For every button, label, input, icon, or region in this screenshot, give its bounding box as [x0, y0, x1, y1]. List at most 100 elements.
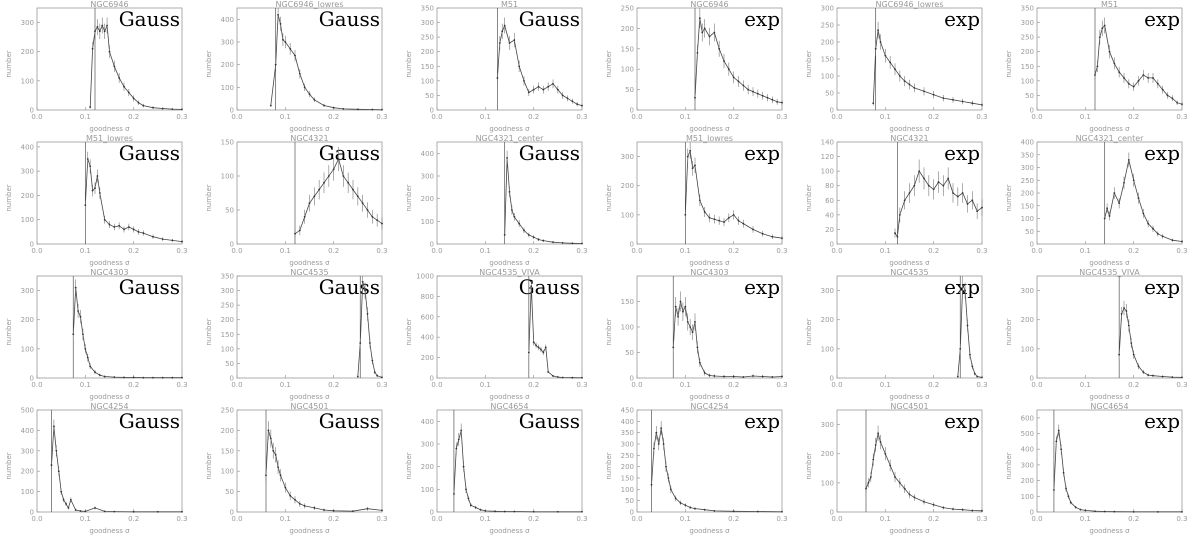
data-point	[1118, 202, 1121, 205]
x-tick-label: 0.2	[528, 381, 539, 389]
x-tick-label: 0.2	[128, 113, 139, 121]
y-tick-label: 300	[21, 447, 34, 455]
data-point	[913, 87, 916, 89]
data-point	[94, 187, 96, 190]
chart-panel: NGC4501 number goodness σ exp 0 100 200 300 0.0 0…	[800, 402, 1000, 536]
data-point	[544, 346, 547, 349]
data-point	[689, 506, 692, 509]
x-tick-label: 0.0	[831, 247, 842, 255]
y-tick-label: 50	[625, 497, 634, 505]
data-point	[713, 218, 716, 221]
data-point	[72, 333, 75, 336]
data-point	[1181, 376, 1183, 379]
fit-type-label: exp	[744, 409, 780, 433]
data-point	[561, 241, 564, 244]
y-tick-label: 0	[630, 107, 634, 115]
x-tick-label: 0.3	[376, 515, 387, 523]
data-point	[57, 470, 60, 473]
data-point	[1127, 324, 1130, 327]
y-tick-label: 300	[421, 19, 434, 27]
chart-panel: NGC4501 number goodness σ Gauss 0 50 100 150 200…	[200, 402, 400, 536]
plot-frame	[236, 409, 383, 513]
chart-panel: M51_lowres number goodness σ Gauss 0 100 200 30…	[0, 134, 200, 268]
y-tick-label: 20	[825, 226, 834, 234]
panel-title: M51	[1100, 0, 1119, 9]
data-point	[1171, 376, 1174, 379]
data-point	[552, 375, 554, 377]
data-point	[971, 102, 974, 105]
y-tick-label: 200	[1021, 190, 1034, 198]
y-tick-label: 100	[221, 84, 234, 92]
data-point	[132, 228, 135, 231]
x-tick-label: 0.2	[1128, 515, 1139, 523]
data-point	[1094, 510, 1096, 513]
data-point	[718, 47, 721, 50]
data-point	[889, 464, 892, 467]
data-point	[781, 510, 783, 513]
x-tick-label: 0.3	[976, 381, 987, 389]
x-tick-label: 0.3	[776, 381, 787, 389]
data-point	[91, 189, 94, 192]
y-tick-label: 100	[221, 173, 234, 181]
y-tick-label: 100	[1021, 77, 1034, 85]
data-point	[879, 41, 882, 43]
x-tick-label: 0.0	[231, 515, 242, 523]
series-line	[651, 428, 783, 513]
series-line	[270, 14, 383, 111]
x-axis-label: goodness σ	[689, 259, 730, 267]
plot-frame	[636, 7, 783, 111]
chart-panel: NGC6946 number goodness σ exp 0 50 100 150 200 25…	[600, 0, 800, 134]
y-tick-label: 50	[625, 86, 634, 94]
data-point	[703, 508, 706, 511]
y-tick-label: 80	[825, 182, 834, 190]
data-point	[77, 310, 79, 312]
x-tick-label: 0.3	[176, 113, 187, 121]
data-point	[123, 85, 125, 88]
y-tick-label: 100	[821, 345, 834, 353]
x-tick-label: 0.1	[680, 381, 691, 389]
x-tick-label: 0.0	[431, 247, 442, 255]
data-point	[581, 242, 583, 245]
data-point	[55, 449, 58, 452]
data-point	[1094, 74, 1096, 76]
data-point	[462, 465, 465, 468]
series-line	[504, 157, 583, 244]
plot-svg: 0 50 100 150 0.0 0.1 0.2 0.3	[221, 139, 388, 256]
x-tick-label: 0.1	[280, 113, 291, 121]
plot-svg: 0 100 200 300 400 0.0 0.1 0.2 0.3	[21, 141, 188, 255]
x-tick-label: 0.1	[1080, 515, 1091, 523]
plot-frame	[436, 409, 583, 513]
fit-type-label: Gauss	[118, 409, 180, 433]
x-tick-label: 0.1	[480, 113, 491, 121]
x-tick-label: 0.2	[528, 113, 539, 121]
x-tick-label: 0.1	[680, 247, 691, 255]
data-point	[884, 54, 887, 57]
data-point	[908, 192, 911, 194]
data-point	[518, 65, 521, 68]
data-point	[566, 97, 569, 100]
x-tick-label: 0.2	[128, 247, 139, 255]
data-point	[1132, 85, 1135, 88]
plot-svg: 0 50 100 150 200 250 300 350 400 450 0.0 0.1 0.2 0.3	[621, 407, 788, 524]
y-tick-label: 140	[821, 139, 834, 147]
data-point	[571, 376, 574, 379]
data-point	[1181, 103, 1183, 106]
data-point	[689, 149, 692, 152]
data-point	[1062, 471, 1065, 474]
panel-title: NGC4254	[690, 402, 729, 411]
data-point	[84, 204, 87, 207]
data-point	[513, 510, 516, 513]
data-point	[694, 164, 696, 167]
data-point	[1123, 307, 1125, 309]
x-tick-label: 0.0	[831, 381, 842, 389]
data-point	[118, 77, 121, 79]
x-tick-label: 0.2	[128, 515, 139, 523]
plot-frame	[236, 7, 383, 111]
data-point	[718, 219, 721, 222]
data-point	[279, 22, 282, 25]
data-point	[981, 104, 983, 106]
series-line	[51, 426, 182, 513]
x-tick-label: 0.0	[231, 113, 242, 121]
data-point	[127, 226, 130, 228]
plot-svg: 0 100 200 300 400 0.0 0.1 0.2 0.3	[221, 7, 388, 121]
